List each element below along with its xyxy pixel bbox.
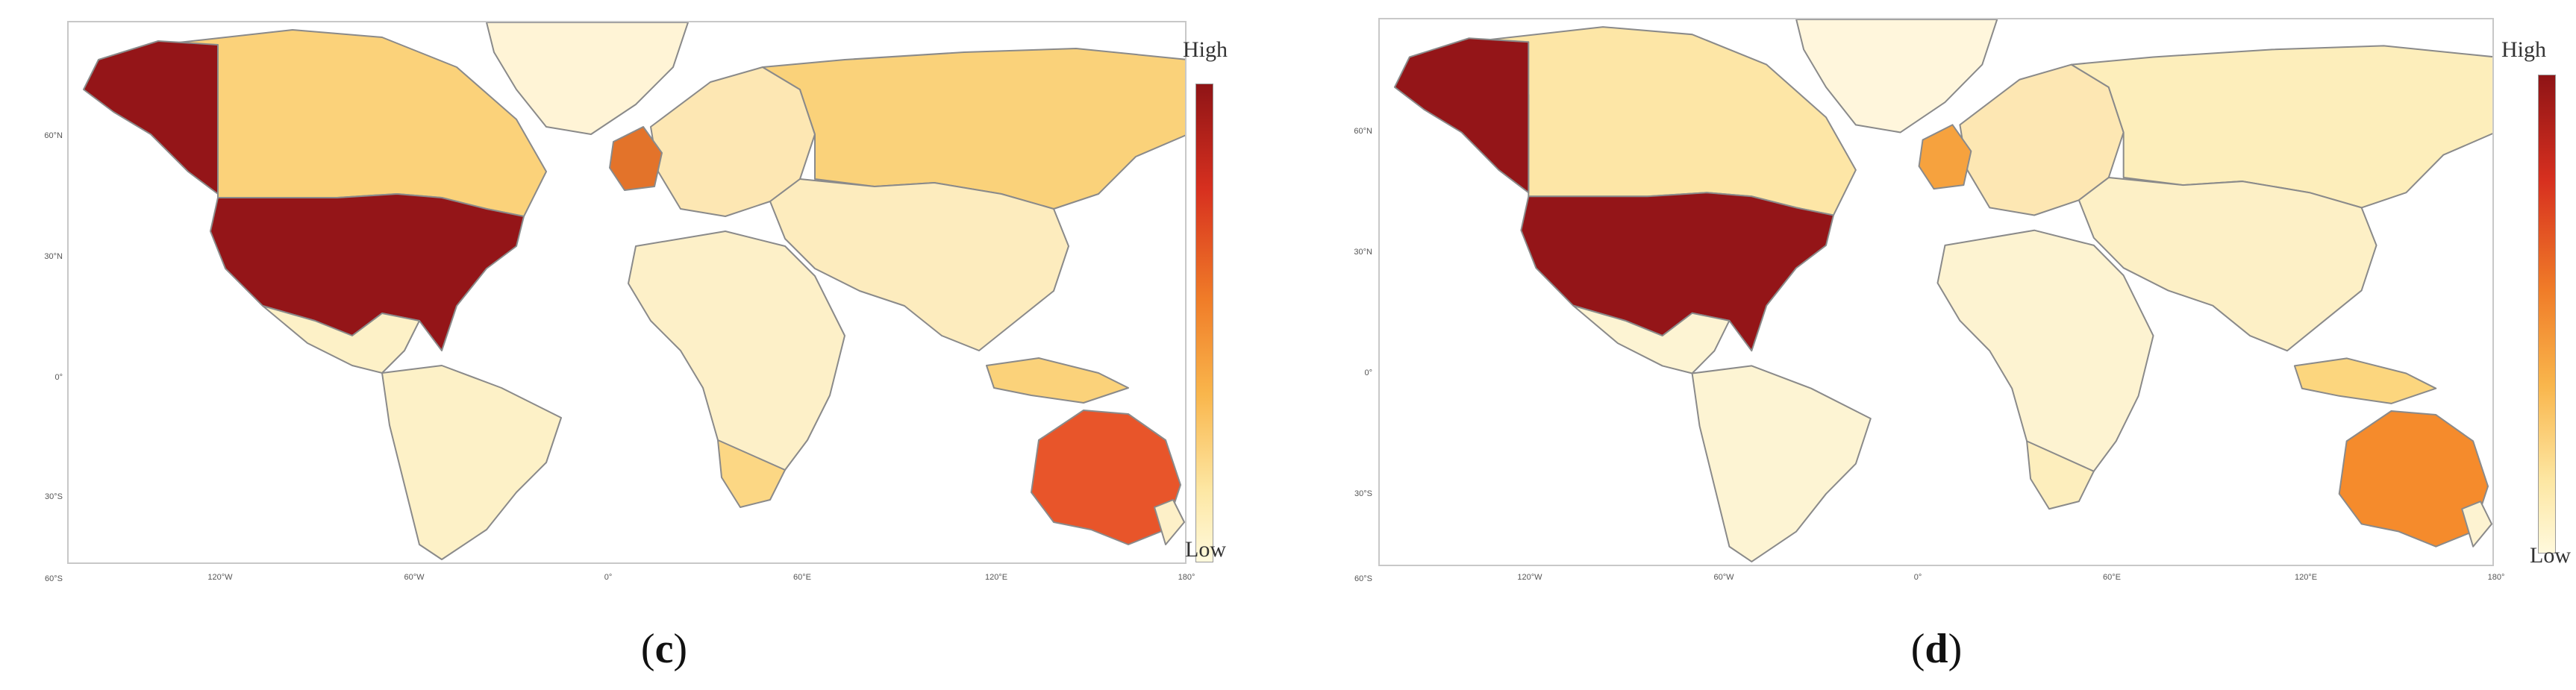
lon-label-0: 0° [1913,573,1922,582]
region-new-zealand [2461,501,2492,548]
region-greenland [486,22,689,135]
region-uk [609,126,663,191]
caption-letter: d [1925,626,1948,672]
region-australia [1031,410,1181,545]
lat-label-60n: 60°N [44,131,63,140]
world-map-d [1378,18,2494,566]
region-new-zealand [1154,499,1185,545]
region-asia [2078,177,2378,352]
lon-label-120w: 120°W [1517,573,1542,582]
lat-label-60n: 60°N [1354,127,1372,136]
caption-letter: c [654,626,674,672]
lat-label-30s: 30°S [45,492,63,501]
region-uk [1918,124,1972,190]
lon-label-120e: 120°E [984,573,1008,582]
map-panel-d: 60°N 30°N 0° 30°S 60°S 120°W 60°W 0° 60°… [1287,0,2576,690]
legend-high-label: High [1183,37,1228,62]
world-map-svg-d [1393,19,2492,562]
legend-low-label: Low [1185,537,1226,562]
region-africa [628,230,845,478]
lon-label-180: 180° [1178,573,1195,582]
world-map-svg-c [83,22,1185,560]
region-australia [2338,410,2489,548]
color-scale-bar [1195,84,1213,562]
region-central-america [262,305,420,374]
lat-label-30n: 30°N [1354,248,1372,257]
region-south-africa [2026,440,2095,510]
panel-caption: (d) [1910,626,1963,672]
region-south-america [1691,365,1872,562]
region-south-america [381,365,562,560]
region-russia [2070,45,2492,209]
lat-label-30n: 30°N [44,252,63,261]
color-scale-bar [2538,75,2556,553]
lat-label-0: 0° [54,373,63,382]
legend-low-label: Low [2530,543,2571,568]
lon-label-180: 180° [2487,573,2505,582]
lat-label-0: 0° [1364,368,1372,377]
lat-label-30s: 30°S [1354,489,1372,498]
lon-label-60w: 60°W [404,573,425,582]
legend-high-label: High [2501,37,2546,62]
map-panel-c: 60°N 30°N 0° 30°S 60°S 120°W 60°W 0° 60°… [44,21,1228,672]
lat-label-60s: 60°S [45,574,63,583]
world-map-c [67,21,1187,564]
region-russia [762,48,1185,210]
lat-label-60s: 60°S [1354,574,1372,583]
region-asia [769,178,1069,351]
region-south-africa [717,439,786,508]
lon-label-60e: 60°E [2103,573,2121,582]
region-usa [210,193,525,351]
lon-label-60e: 60°E [793,573,811,582]
region-usa [1520,192,1834,352]
lon-label-0: 0° [604,573,613,582]
region-alaska [83,40,219,195]
lon-label-60w: 60°W [1713,573,1734,582]
lon-label-120w: 120°W [207,573,233,582]
region-indonesia [2293,357,2437,404]
panel-caption: (c) [640,626,688,672]
region-alaska [1393,37,1530,194]
region-central-america [1572,304,1731,374]
lon-label-120e: 120°E [2294,573,2318,582]
region-greenland [1795,19,1998,134]
region-indonesia [986,357,1129,404]
region-africa [1936,229,2154,480]
